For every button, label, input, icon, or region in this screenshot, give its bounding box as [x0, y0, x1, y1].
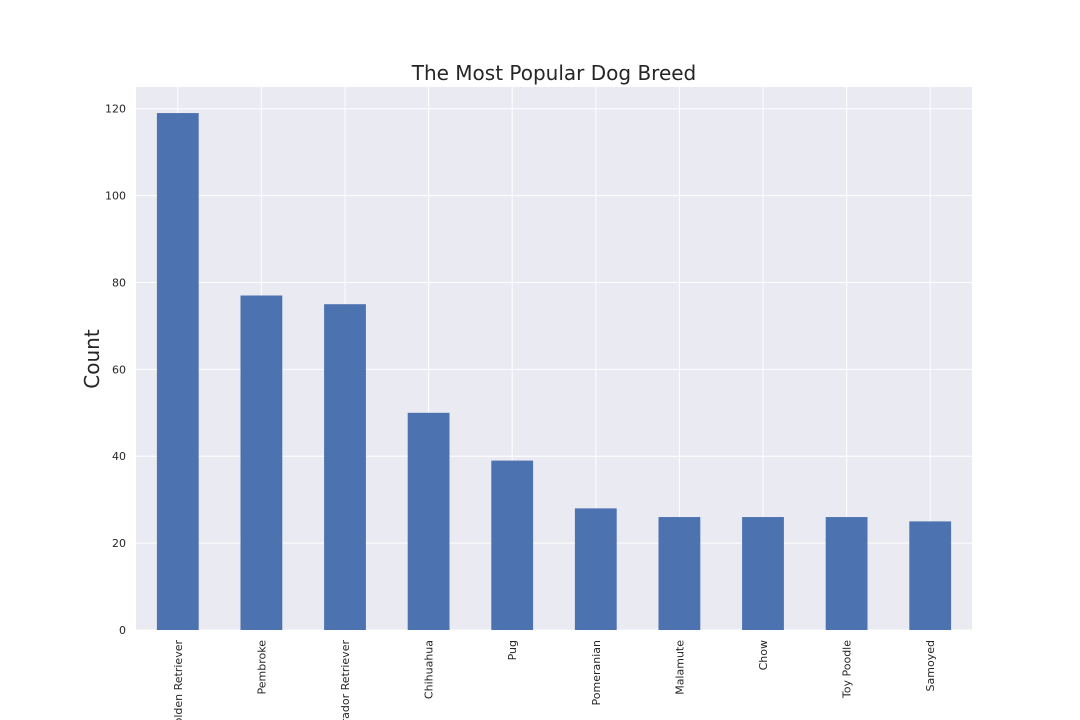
- bar-chihuahua: [407, 412, 450, 630]
- x-tick-label: Pomeranian: [590, 640, 603, 705]
- bar-toy-poodle: [825, 517, 868, 630]
- x-tick-label: Samoyed: [924, 640, 937, 691]
- y-tick-label: 40: [112, 450, 126, 463]
- x-tick-label: Labrador Retriever: [339, 640, 352, 720]
- bar-pug: [491, 460, 534, 630]
- bar-pembroke: [240, 295, 283, 630]
- bar-samoyed: [909, 521, 952, 630]
- bar-chow: [742, 517, 784, 630]
- bar-golden-retriever: [156, 113, 199, 630]
- y-tick-label: 120: [105, 103, 126, 116]
- y-tick-label: 60: [112, 363, 126, 376]
- y-tick-labels: 0 20 40 60 80 100 120: [105, 103, 126, 637]
- bar-labrador-retriever: [324, 304, 366, 630]
- x-tick-label: Malamute: [673, 640, 686, 695]
- y-tick-label: 20: [112, 537, 126, 550]
- y-tick-label: 0: [119, 624, 126, 637]
- x-tick-labels: Golden Retriever Pembroke Labrador Retriev…: [172, 640, 937, 720]
- y-axis-title: Count: [80, 329, 104, 389]
- x-tick-label: Golden Retriever: [172, 640, 185, 720]
- y-tick-label: 100: [105, 190, 126, 203]
- bar-malamute: [658, 517, 701, 630]
- x-tick-label: Pembroke: [255, 640, 268, 695]
- y-tick-label: 80: [112, 276, 126, 289]
- bar-pomeranian: [574, 508, 617, 630]
- x-tick-label: Toy Poodle: [841, 640, 854, 699]
- x-tick-label: Chow: [757, 640, 770, 670]
- bars: [156, 113, 952, 630]
- x-tick-label: Pug: [506, 640, 519, 660]
- chart-title: The Most Popular Dog Breed: [411, 61, 697, 85]
- x-tick-label: Chihuahua: [423, 640, 436, 699]
